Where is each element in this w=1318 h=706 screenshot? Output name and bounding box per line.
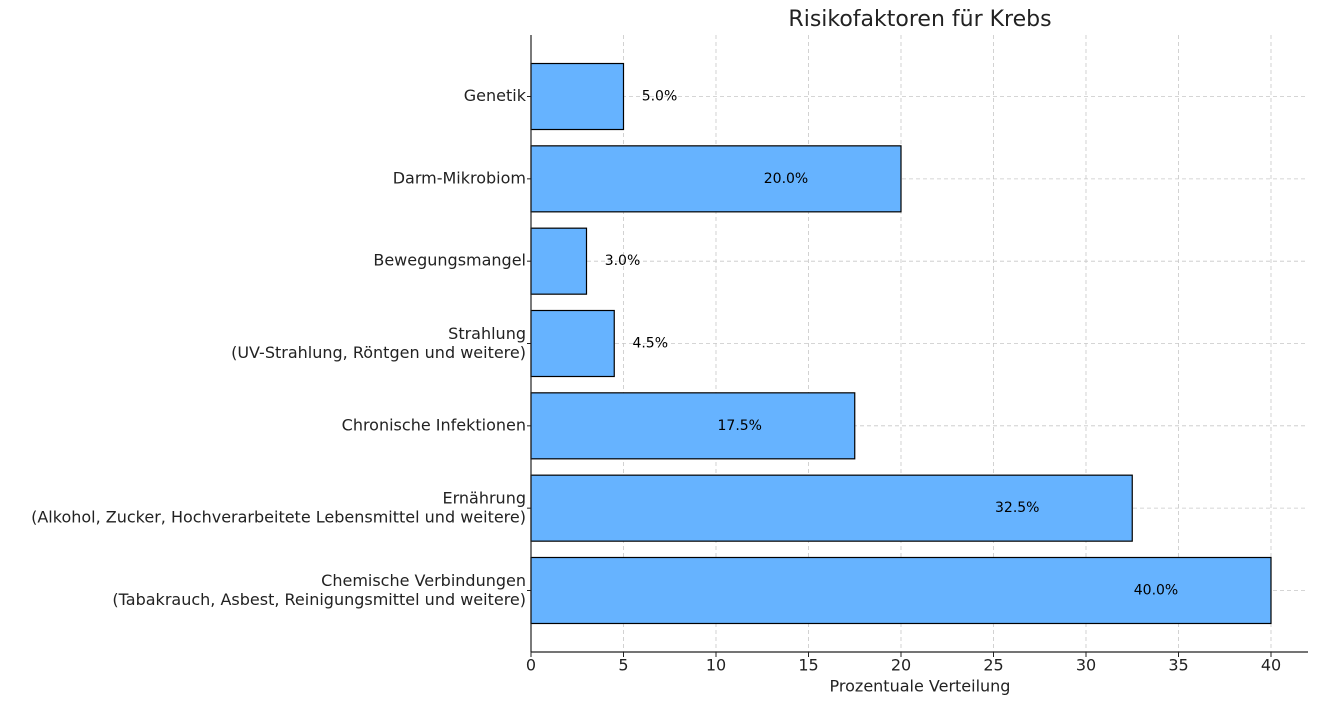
bar: [530, 309, 615, 378]
bar: [530, 62, 625, 131]
bar: [530, 145, 902, 213]
bar: [530, 556, 1272, 625]
chart-title: Risikofaktoren für Krebs: [788, 7, 1051, 32]
x-tick-label: 10: [706, 656, 726, 675]
x-tick-label: 0: [526, 656, 536, 675]
bar: [530, 227, 588, 295]
x-tick-label: 15: [798, 656, 818, 675]
bar: [530, 392, 856, 460]
bar: [530, 474, 1133, 542]
value-label: 3.0%: [605, 253, 641, 269]
y-tick-label: Genetik: [464, 86, 527, 105]
x-tick-label: 30: [1076, 656, 1096, 675]
y-tick-label: Ernährung (Alkohol, Zucker, Hochverarbeit…: [31, 488, 526, 526]
x-axis-label: Prozentuale Verteilung: [830, 677, 1011, 696]
value-label: 5.0%: [642, 89, 678, 105]
y-tick-label: Darm-Mikrobiom: [393, 168, 526, 187]
value-label: 32.5%: [995, 500, 1039, 516]
x-tick-label: 40: [1261, 656, 1281, 675]
y-tick-label: Strahlung (UV-Strahlung, Röntgen und weit…: [231, 324, 526, 362]
y-tick-label: Bewegungsmangel: [373, 251, 526, 270]
x-tick-label: 25: [983, 656, 1003, 675]
y-tick-label: Chemische Verbindungen (Tabakrauch, Asbes…: [112, 570, 526, 608]
value-label: 17.5%: [718, 418, 762, 434]
x-tick-label: 5: [618, 656, 628, 675]
value-label: 4.5%: [632, 336, 668, 352]
x-tick-label: 20: [891, 656, 911, 675]
x-tick-label: 35: [1168, 656, 1188, 675]
value-label: 40.0%: [1134, 582, 1178, 598]
value-label: 20.0%: [764, 171, 808, 187]
y-tick-label: Chronische Infektionen: [342, 415, 526, 434]
